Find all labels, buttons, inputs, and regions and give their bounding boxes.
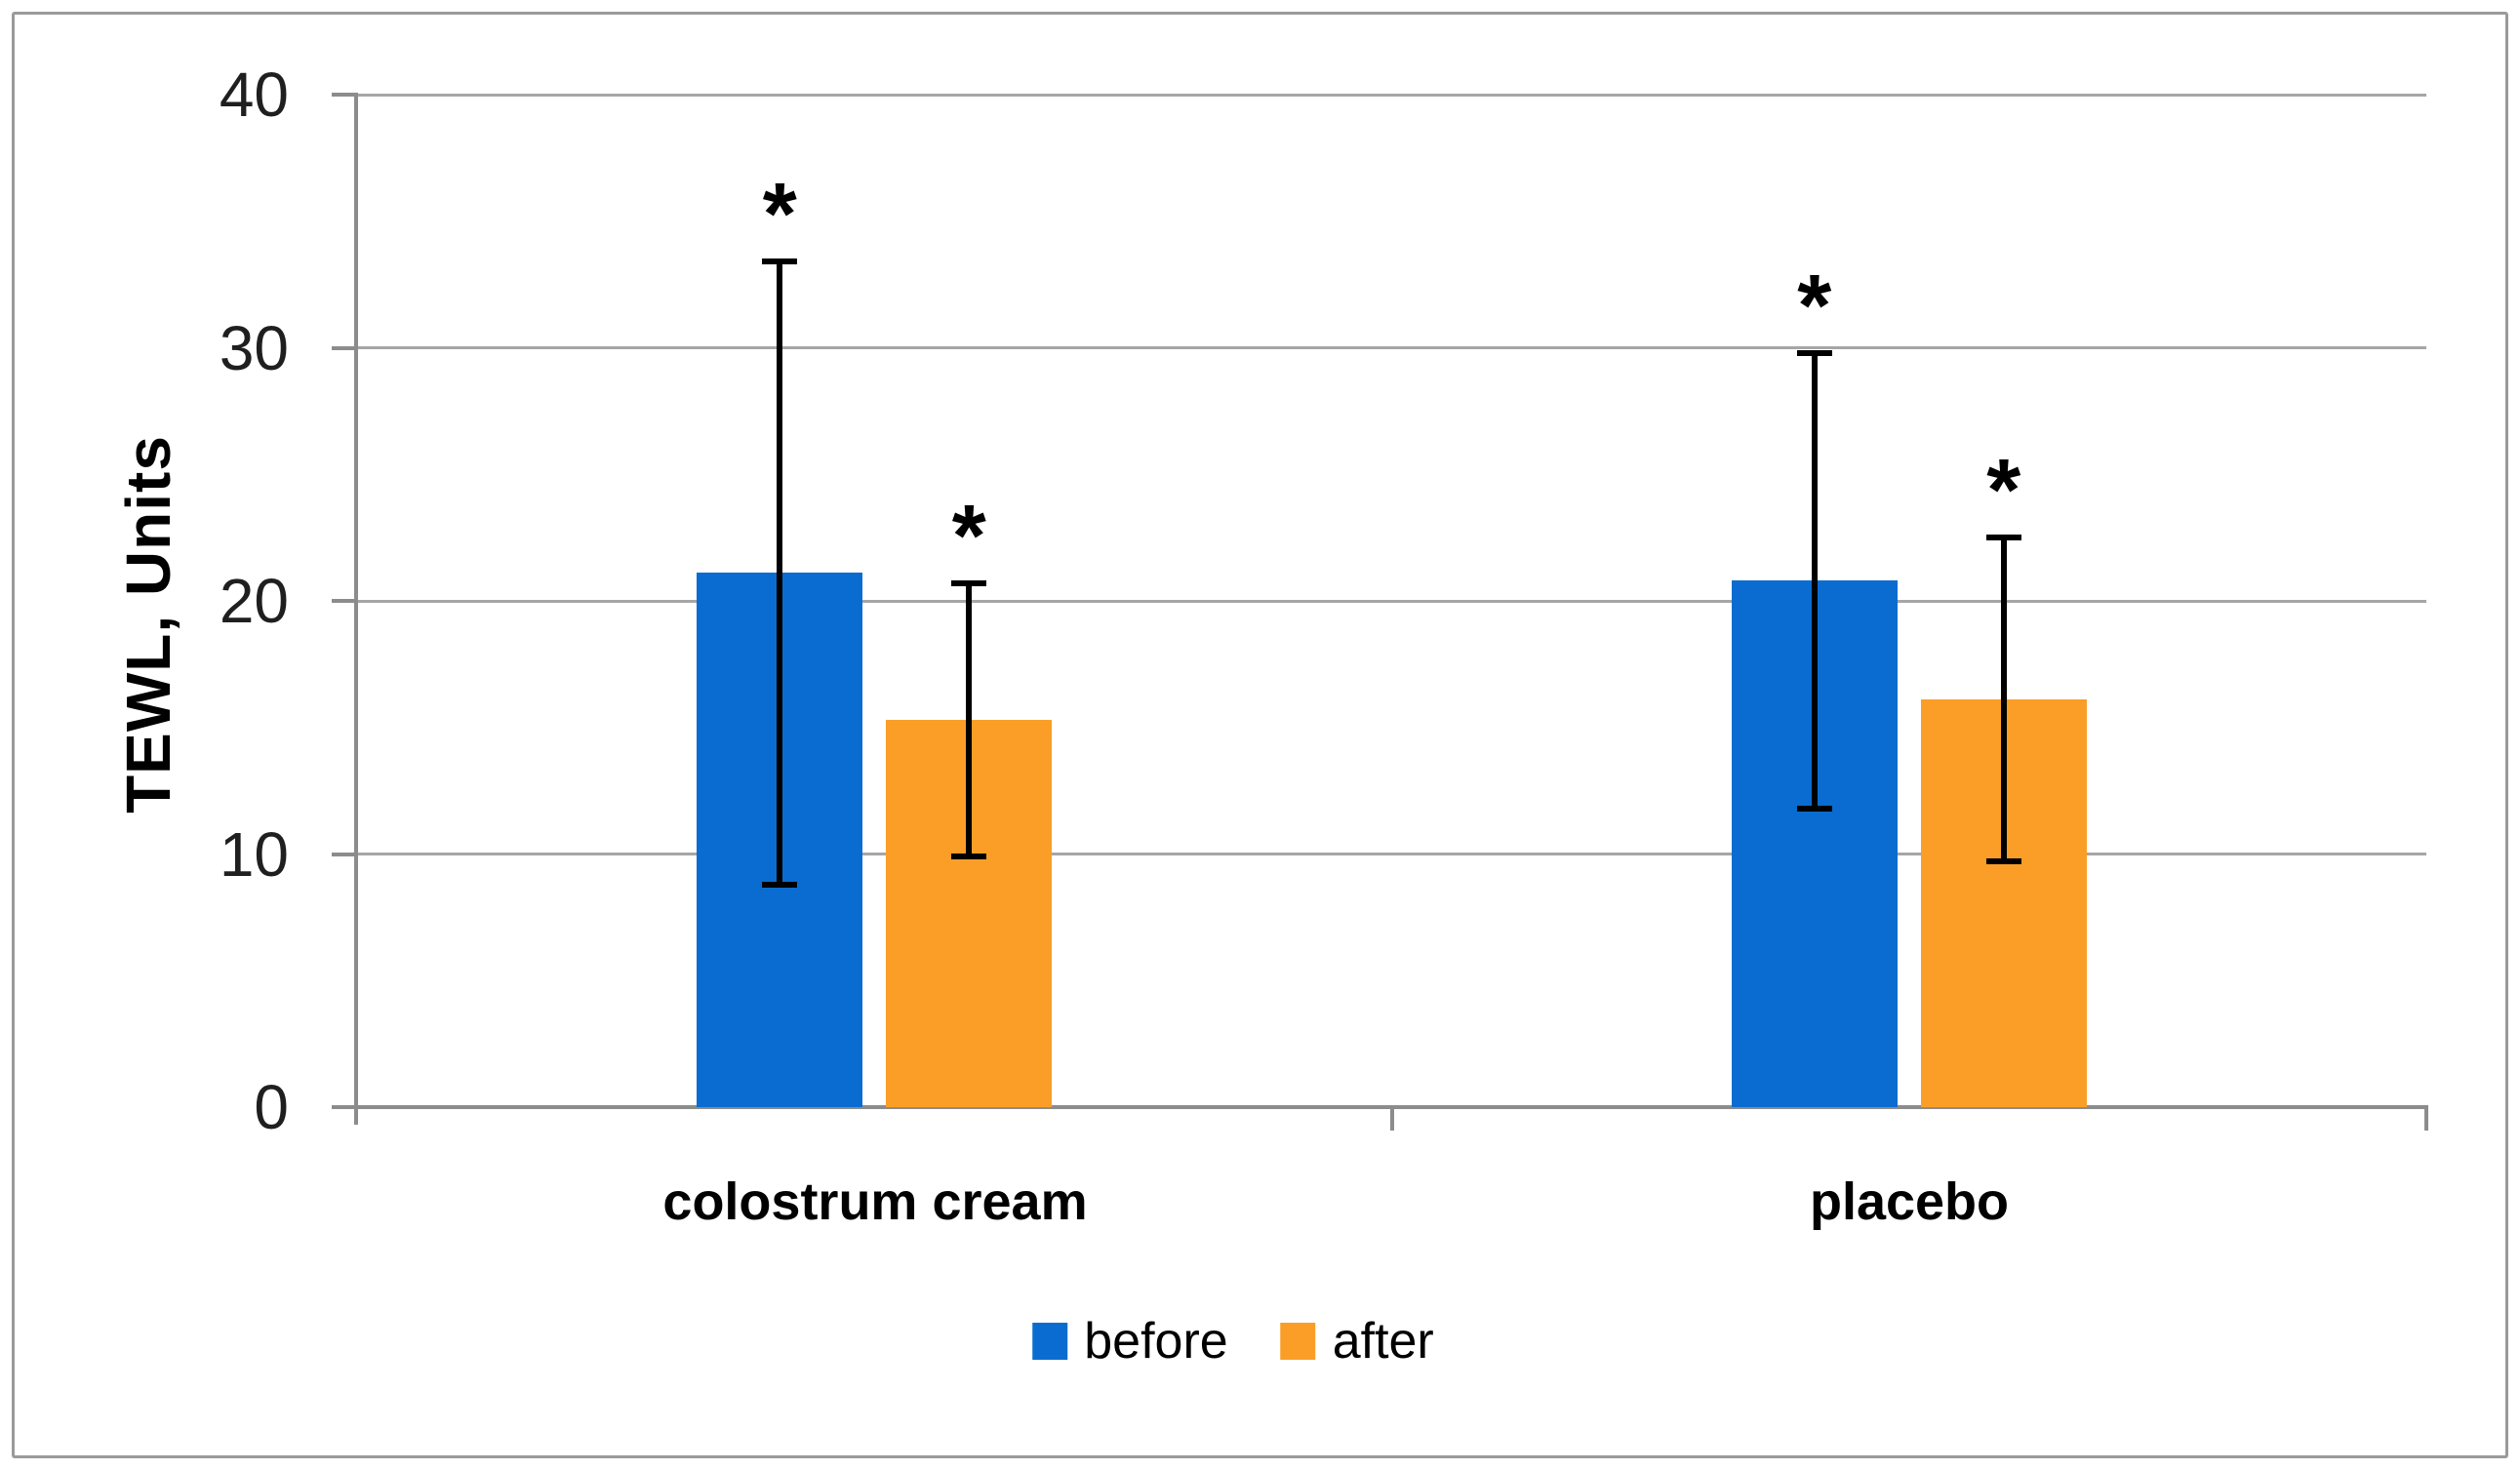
gridline-30 bbox=[357, 346, 2426, 349]
significance-asterisk-after-colostrum-cream: * bbox=[951, 487, 986, 585]
y-tick-0 bbox=[332, 1105, 357, 1109]
significance-asterisk-before-placebo: * bbox=[1797, 257, 1832, 355]
gridline-10 bbox=[357, 853, 2426, 855]
y-tick-label-0: 0 bbox=[254, 1072, 289, 1142]
y-tick-label-10: 10 bbox=[219, 818, 289, 890]
error-cap-bottom-after-colostrum-cream bbox=[951, 854, 987, 860]
error-bar-before-placebo bbox=[1811, 352, 1818, 809]
error-bar-after-placebo bbox=[2000, 537, 2007, 862]
legend-label-after: after bbox=[1332, 1313, 1434, 1370]
error-cap-top-after-placebo bbox=[1985, 535, 2021, 541]
gridline-40 bbox=[357, 93, 2426, 97]
significance-asterisk-before-colostrum-cream: * bbox=[762, 166, 797, 264]
legend: before after bbox=[1032, 1307, 1434, 1375]
error-cap-top-before-colostrum-cream bbox=[762, 258, 798, 265]
legend-item-before: before bbox=[1032, 1307, 1228, 1375]
x-boundary-tick-1 bbox=[2424, 1105, 2428, 1131]
error-cap-bottom-before-colostrum-cream bbox=[762, 881, 798, 888]
error-bar-before-colostrum-cream bbox=[777, 261, 783, 885]
legend-label-before: before bbox=[1084, 1313, 1228, 1370]
y-axis-line bbox=[354, 93, 358, 1125]
y-tick-40 bbox=[332, 93, 357, 97]
error-cap-top-after-colostrum-cream bbox=[951, 579, 987, 586]
y-tick-30 bbox=[332, 345, 357, 350]
figure-border bbox=[12, 12, 2508, 1458]
gridline-20 bbox=[357, 599, 2426, 603]
y-tick-label-20: 20 bbox=[219, 566, 289, 636]
significance-asterisk-after-placebo: * bbox=[1986, 442, 2021, 540]
category-label-placebo: placebo bbox=[1809, 1172, 2010, 1231]
legend-swatch-before bbox=[1032, 1323, 1068, 1360]
category-label-colostrum-cream: colostrum cream bbox=[662, 1172, 1088, 1231]
y-tick-20 bbox=[332, 599, 357, 603]
y-tick-10 bbox=[332, 852, 357, 856]
x-boundary-tick-0 bbox=[1390, 1105, 1394, 1131]
error-cap-bottom-before-placebo bbox=[1796, 805, 1832, 812]
error-bar-after-colostrum-cream bbox=[966, 582, 973, 857]
legend-item-after: after bbox=[1280, 1307, 1434, 1375]
y-tick-label-30: 30 bbox=[219, 312, 289, 383]
error-cap-top-before-placebo bbox=[1796, 349, 1832, 356]
legend-swatch-after bbox=[1280, 1323, 1316, 1360]
error-cap-bottom-after-placebo bbox=[1985, 858, 2021, 865]
y-tick-label-40: 40 bbox=[219, 60, 289, 130]
